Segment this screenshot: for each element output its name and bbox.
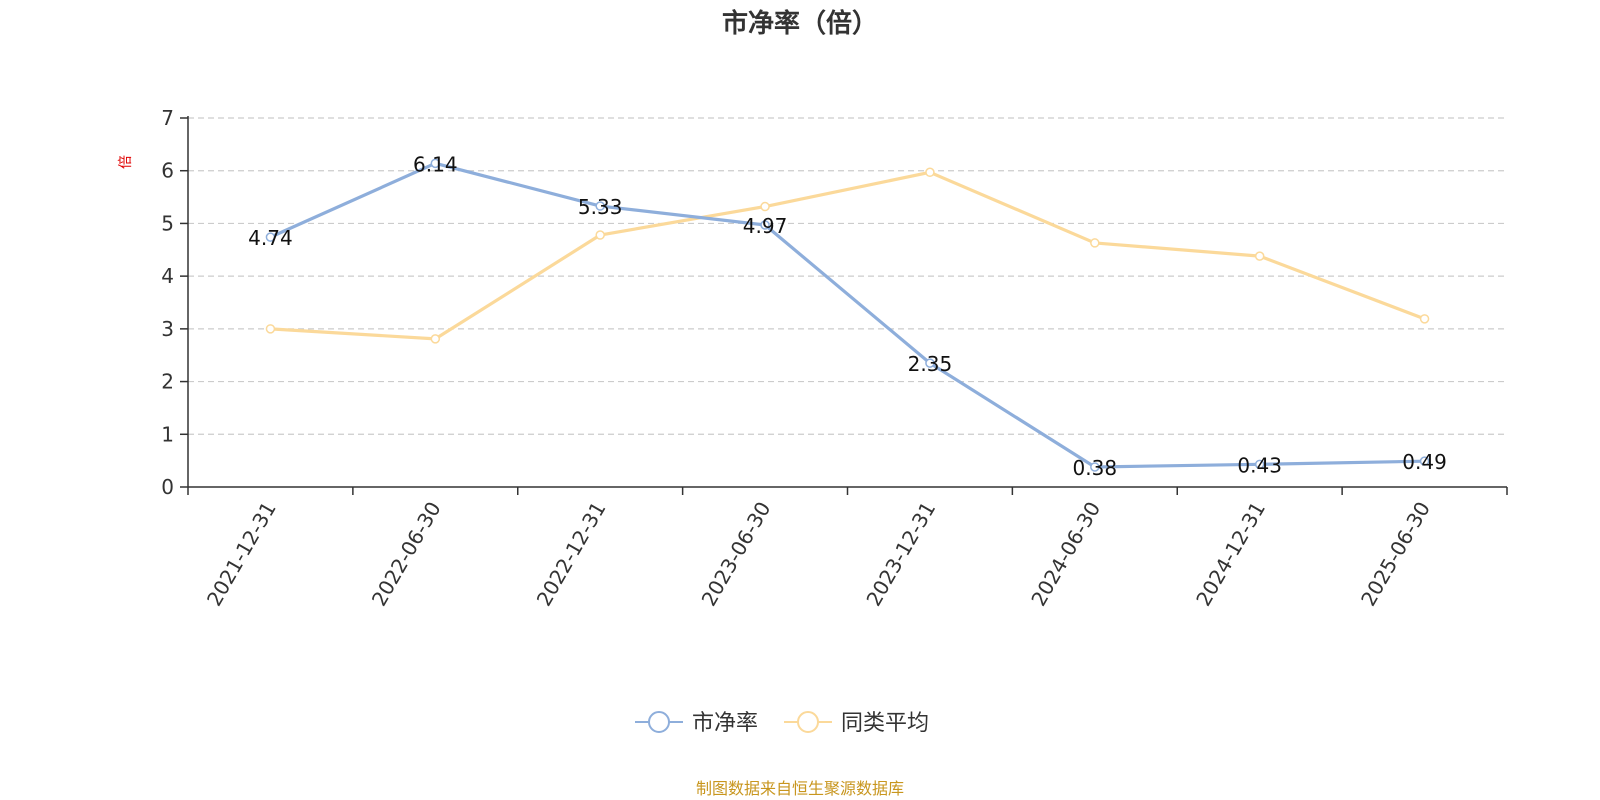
data-point <box>430 334 441 344</box>
y-tick-label: 0 <box>161 475 174 499</box>
x-tick-label: 2023-06-30 <box>696 498 775 611</box>
plot-area: 4.74 6.14 5.33 4.97 2.35 0.38 0.43 0.49 <box>248 152 1447 480</box>
y-tick-label: 5 <box>161 211 174 235</box>
data-point <box>595 230 605 240</box>
data-point <box>595 201 605 211</box>
y-tick-label: 7 <box>161 106 174 130</box>
data-point <box>1419 456 1430 466</box>
legend-swatch-marker <box>648 711 670 733</box>
data-label: 2.35 <box>908 352 953 376</box>
data-point <box>1254 251 1265 261</box>
x-tick-label: 2023-12-31 <box>861 498 940 611</box>
y-tick-label: 2 <box>161 370 174 394</box>
legend-item: 市净率 <box>635 711 758 736</box>
data-point <box>1419 314 1430 324</box>
data-point <box>1254 459 1265 470</box>
source-note: 制图数据来自恒生聚源数据库 <box>696 779 904 798</box>
data-point <box>265 324 276 334</box>
data-point <box>1090 238 1100 248</box>
data-point <box>430 158 441 169</box>
x-tick-label: 2022-06-30 <box>367 498 446 611</box>
data-label: 0.38 <box>1073 456 1118 480</box>
x-tick-label: 2025-06-30 <box>1356 498 1435 611</box>
legend-item: 同类平均 <box>784 711 929 736</box>
chart-title: 市净率（倍） <box>722 8 878 39</box>
data-point <box>925 358 935 368</box>
legend-label: 市净率 <box>692 711 758 736</box>
data-label: 0.49 <box>1402 450 1447 474</box>
y-axis-unit: 倍 <box>118 155 134 169</box>
data-label: 4.97 <box>743 214 788 238</box>
y-tick-label: 4 <box>161 264 174 288</box>
x-tick-label: 2024-12-31 <box>1191 498 1270 611</box>
data-point <box>760 220 770 230</box>
data-point <box>1090 462 1100 472</box>
data-label: 4.74 <box>248 226 293 250</box>
legend-label: 同类平均 <box>841 711 929 736</box>
y-tick-label: 3 <box>161 317 174 341</box>
series-line <box>270 170 1426 341</box>
legend: 市净率 同类平均 <box>635 711 929 736</box>
x-tick-label: 2022-12-31 <box>532 498 611 611</box>
data-label: 6.14 <box>413 152 458 176</box>
axes: 0 1 2 3 4 5 6 7 2021-12-31 2022-06-30 2022-12-31 20… <box>161 106 1508 611</box>
data-label: 5.33 <box>578 195 623 219</box>
y-tick-label: 1 <box>161 422 174 446</box>
data-point <box>925 167 935 178</box>
data-point <box>265 232 276 242</box>
data-point <box>760 201 770 212</box>
legend-swatch-marker <box>797 711 819 733</box>
data-label: 0.43 <box>1237 453 1282 477</box>
series-line <box>269 161 1425 469</box>
x-tick-label: 2021-12-31 <box>202 498 281 611</box>
x-tick-label: 2024-06-30 <box>1026 498 1105 611</box>
y-tick-label: 6 <box>161 159 174 183</box>
